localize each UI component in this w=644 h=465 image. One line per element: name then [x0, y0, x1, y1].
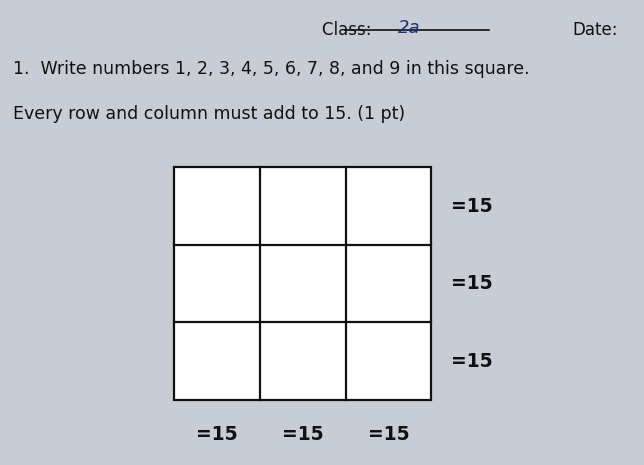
- Text: =15: =15: [451, 197, 493, 216]
- Text: =15: =15: [368, 425, 410, 445]
- Text: 1.  Write numbers 1, 2, 3, 4, 5, 6, 7, 8, and 9 in this square.: 1. Write numbers 1, 2, 3, 4, 5, 6, 7, 8,…: [13, 60, 529, 79]
- Text: =15: =15: [451, 274, 493, 293]
- Text: Date:: Date:: [573, 21, 618, 39]
- Text: =15: =15: [196, 425, 238, 445]
- Text: Class:: Class:: [322, 21, 377, 39]
- Text: 2a: 2a: [398, 19, 420, 37]
- Text: Every row and column must add to 15. (1 pt): Every row and column must add to 15. (1 …: [13, 105, 405, 123]
- Text: =15: =15: [282, 425, 323, 445]
- Bar: [174, 167, 431, 400]
- Text: =15: =15: [451, 352, 493, 371]
